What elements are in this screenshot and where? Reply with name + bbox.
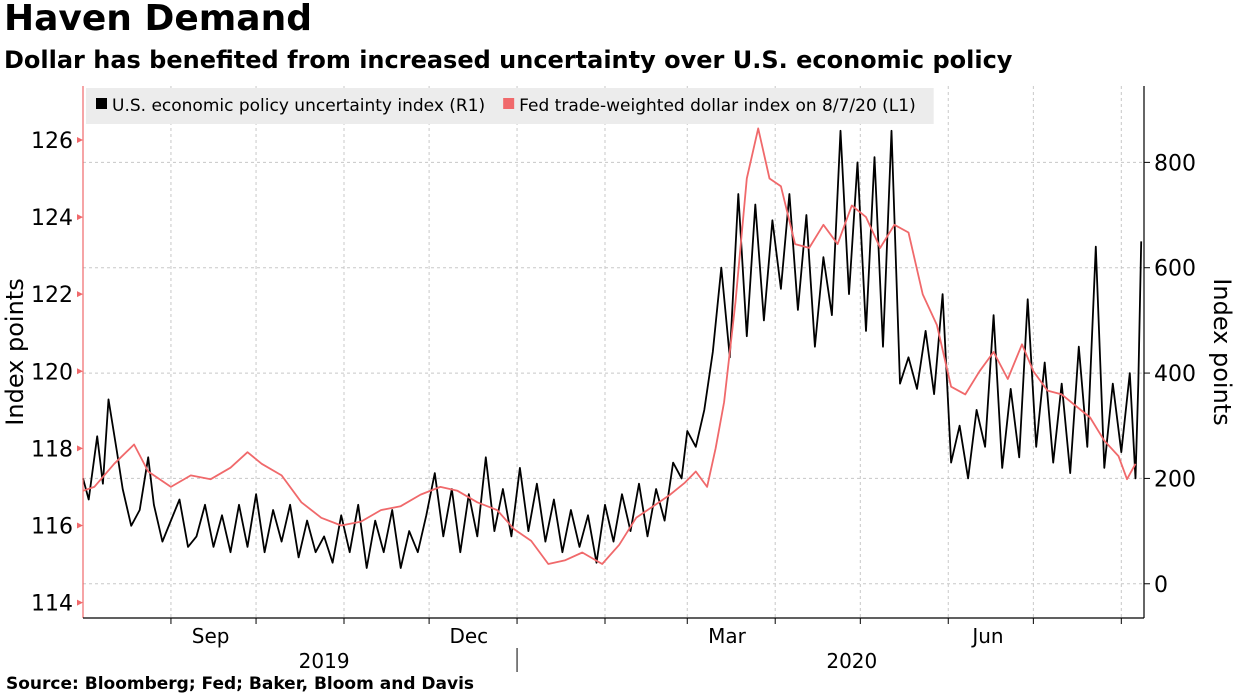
right-axis-tick-label: 0 [1154, 573, 1168, 598]
source-note: Source: Bloomberg; Fed; Baker, Bloom and… [6, 674, 475, 694]
right-axis-tick-label: 400 [1154, 362, 1196, 387]
grid-lines [83, 86, 1144, 618]
plot-area [83, 86, 1144, 618]
series-lines [82, 127, 1143, 569]
axes: 114 116 118 120 122 124 126 0 200 400 600 800 Sep Dec… [31, 86, 1196, 673]
left-axis-tick [77, 214, 83, 221]
left-axis-tick [77, 599, 83, 606]
legend: U.S. economic policy uncertainty index (… [86, 88, 934, 124]
chart-title: Haven Demand [4, 0, 312, 39]
left-axis-tick-label: 126 [31, 129, 73, 154]
dollar-index-line [82, 127, 1137, 565]
x-axis-year-label: 2019 [299, 649, 350, 673]
left-axis-tick-label: 118 [31, 437, 73, 462]
right-axis-title: Index points [1208, 278, 1236, 425]
left-axis-tick-label: 122 [31, 283, 73, 308]
uncertainty-index-line [82, 129, 1143, 569]
legend-swatch-dollar [503, 98, 515, 109]
left-axis-title: Index points [1, 278, 29, 425]
legend-label-dollar: Fed trade-weighted dollar index on 8/7/2… [519, 96, 916, 116]
left-axis-tick-label: 120 [31, 360, 73, 385]
right-axis-tick-label: 200 [1154, 467, 1196, 492]
legend-label-uncertainty: U.S. economic policy uncertainty index (… [112, 96, 485, 116]
x-axis-month-label: Dec [449, 624, 488, 648]
left-axis-tick [77, 368, 83, 375]
right-axis-tick-label: 800 [1154, 151, 1196, 176]
chart-subtitle: Dollar has benefited from increased unce… [4, 46, 1013, 74]
left-axis-tick-label: 116 [31, 514, 73, 539]
legend-swatch-uncertainty [96, 98, 107, 109]
left-axis-tick [77, 136, 83, 143]
x-axis-month-label: Jun [970, 624, 1003, 648]
x-axis-month-label: Mar [708, 624, 747, 648]
x-axis-month-label: Sep [192, 624, 230, 648]
right-axis-tick-label: 600 [1154, 257, 1196, 282]
left-axis-tick [77, 522, 83, 529]
left-axis-tick-label: 124 [31, 206, 73, 231]
left-axis-tick [77, 291, 83, 298]
left-axis-tick-label: 114 [31, 592, 73, 617]
x-axis-year-label: 2020 [826, 649, 877, 673]
left-axis-tick [77, 445, 83, 452]
